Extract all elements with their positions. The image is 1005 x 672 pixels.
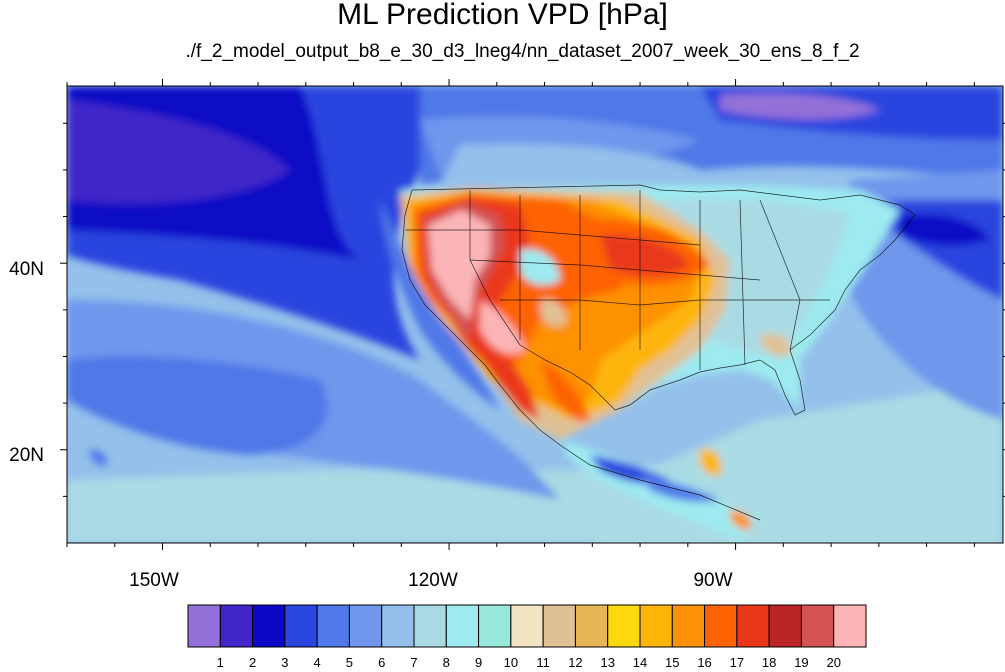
colorbar-swatch: [768, 604, 802, 648]
vpd-field: [67, 86, 1003, 543]
colorbar-swatch: [413, 604, 447, 648]
colorbar-swatch: [478, 604, 512, 648]
colorbar-swatch: [736, 604, 770, 648]
colorbar-tick-label: 7: [410, 655, 418, 670]
lon-label-120w: 120W: [408, 570, 458, 591]
colorbar-swatch: [187, 604, 221, 648]
colorbar-tick-label: 2: [248, 655, 257, 670]
colorbar-tick-label: 9: [474, 655, 483, 670]
colorbar-tick-label: 12: [568, 655, 583, 670]
colorbar-tick-label: 20: [826, 655, 841, 670]
colorbar-swatch: [671, 604, 706, 648]
boundaries: [401, 184, 916, 521]
axis-ticks: [60, 79, 1005, 550]
colorbar-tick-label: 15: [665, 655, 680, 670]
colorbar-swatch: [445, 604, 480, 648]
colorbar-tick-label: 5: [345, 655, 354, 670]
colorbar-tick-label: 19: [794, 655, 809, 670]
lon-label-90w: 90W: [693, 570, 733, 591]
chart-subtitle: ./f_2_model_output_b8_e_30_d3_lneg4/nn_d…: [185, 41, 860, 62]
colorbar-swatch: [639, 604, 673, 648]
map-frame: [66, 85, 1004, 544]
chart-title: ML Prediction VPD [hPa]: [337, 0, 668, 31]
colorbar-swatch: [574, 604, 609, 648]
colorbar-swatch: [833, 604, 867, 648]
colorbar-tick-label: 16: [697, 655, 712, 670]
colorbar-swatch: [510, 604, 544, 648]
colorbar-tick-label: 8: [442, 655, 450, 670]
colorbar-tick-label: 18: [761, 655, 777, 670]
colorbar-swatch: [542, 604, 576, 648]
lat-label-40n: 40N: [9, 259, 44, 280]
colorbar-tick-label: 3: [281, 655, 289, 670]
colorbar-tick-label: 17: [729, 655, 745, 670]
lon-label-150w: 150W: [129, 570, 179, 591]
colorbar-tick-label: 1: [216, 655, 224, 670]
colorbar-swatch: [381, 604, 415, 648]
colorbar-swatch: [800, 604, 835, 648]
colorbar-swatch: [284, 604, 318, 648]
colorbar-tick-label: 14: [632, 655, 648, 670]
colorbar-tick-label: 10: [503, 655, 519, 670]
colorbar-tick-label: 13: [600, 655, 615, 670]
colorbar-swatch: [607, 604, 641, 648]
colorbar-swatch: [252, 604, 286, 648]
colorbar-swatch: [704, 604, 738, 648]
colorbar-swatch: [219, 604, 254, 648]
colorbar-tick-label: 4: [313, 655, 321, 670]
lat-label-20n: 20N: [9, 445, 44, 466]
colorbar-swatch: [316, 604, 350, 648]
colorbar-tick-label: 6: [378, 655, 386, 670]
colorbar-swatch: [348, 604, 383, 648]
vpd-map: [60, 79, 1005, 550]
colorbar-tick-label: 11: [536, 655, 550, 670]
